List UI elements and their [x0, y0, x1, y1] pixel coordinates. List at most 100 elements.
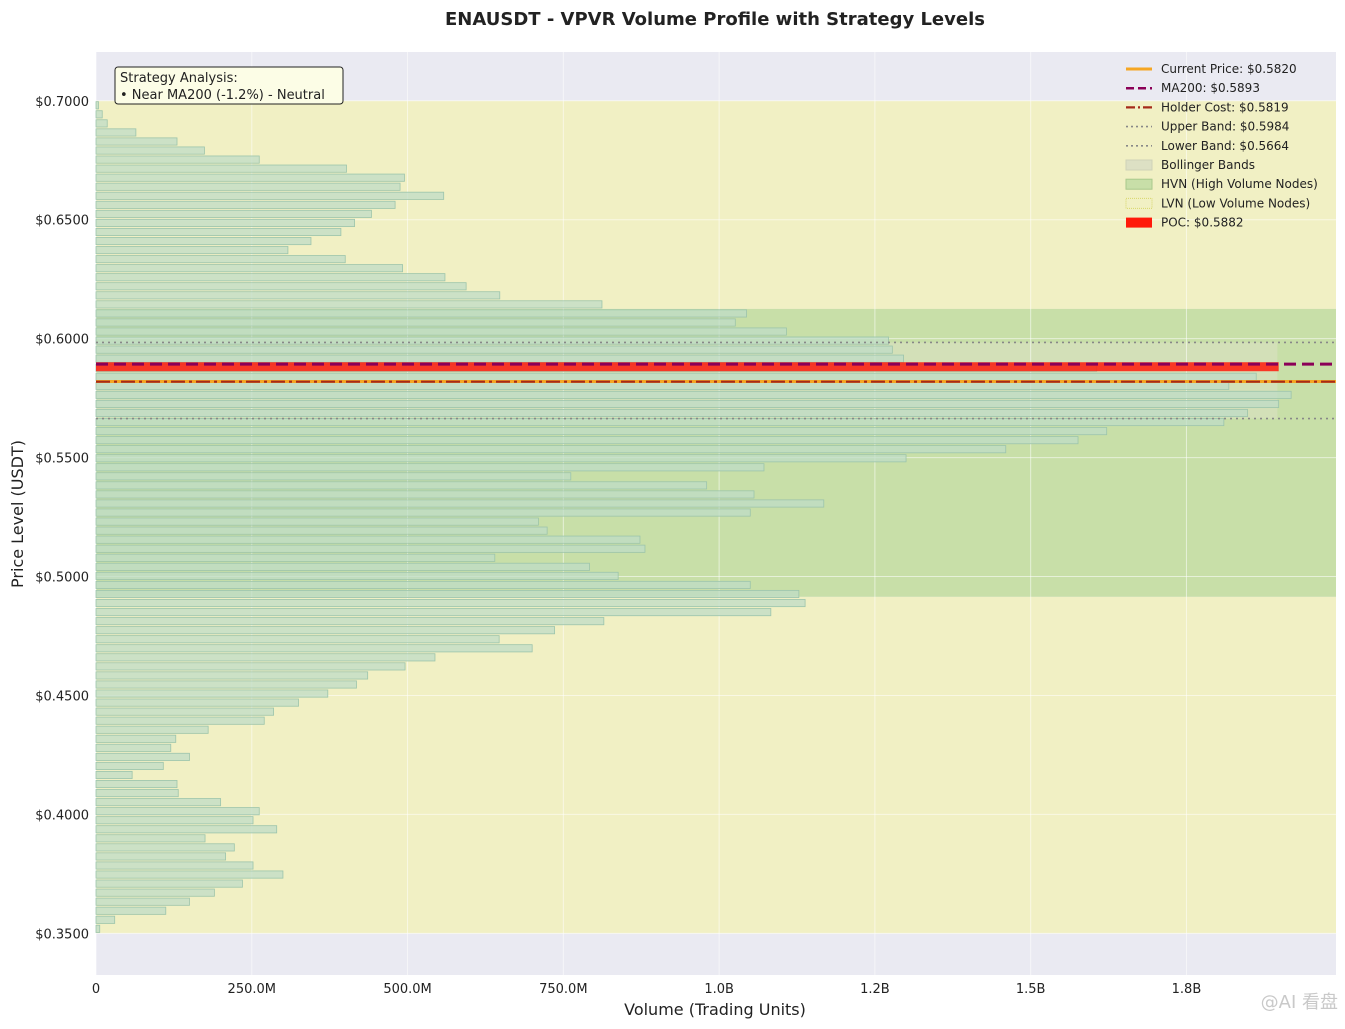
volume-bar — [95, 182, 401, 191]
volume-bar — [95, 816, 254, 825]
x-tick-label: 1.8B — [1172, 982, 1202, 997]
volume-bar — [95, 155, 260, 164]
volume-bar — [95, 327, 787, 336]
legend-swatch-hvn — [1125, 178, 1153, 190]
legend-swatch-bollinger — [1125, 159, 1153, 171]
volume-bar — [95, 861, 254, 870]
x-tick-label: 250.0M — [228, 982, 276, 997]
volume-bar — [95, 264, 403, 273]
volume-bar — [95, 164, 347, 173]
volume-bar — [95, 427, 1108, 436]
volume-bar — [95, 798, 222, 807]
x-tick-label: 500.0M — [383, 982, 431, 997]
y-tick-label: $0.4500 — [35, 689, 89, 704]
volume-bar — [95, 553, 496, 562]
volume-bar — [95, 119, 108, 128]
legend-label: Upper Band: $0.5984 — [1161, 120, 1289, 134]
strategy-annotation: Strategy Analysis: • Near MA200 (-1.2%) … — [114, 66, 344, 105]
volume-bar — [95, 589, 800, 599]
volume-bar — [95, 345, 893, 354]
annotation-box — [114, 66, 344, 105]
annotation-detail: • Near MA200 (-1.2%) - Neutral — [120, 88, 325, 103]
volume-bar — [95, 780, 178, 789]
volume-bar — [95, 852, 227, 861]
volume-bar — [95, 888, 215, 897]
volume-bar — [95, 436, 1079, 445]
y-tick-label: $0.5000 — [35, 571, 89, 586]
volume-bar — [95, 300, 603, 309]
volume-bar — [95, 191, 445, 200]
legend-label: Lower Band: $0.5664 — [1161, 139, 1289, 153]
legend-label: HVN (High Volume Nodes) — [1161, 177, 1318, 191]
volume-bar — [95, 354, 904, 363]
volume-bar — [95, 137, 178, 146]
volume-bar — [95, 924, 101, 933]
x-tick-label: 1.0B — [704, 982, 734, 997]
y-tick-label: $0.3500 — [35, 927, 89, 942]
volume-bar — [95, 662, 406, 671]
legend-swatch-lvn — [1125, 197, 1153, 209]
volume-bar — [95, 689, 329, 698]
y-axis-ticks: $0.3500 $0.4000 $0.4500 $0.5000 $0.5500 $0.60… — [35, 95, 89, 943]
volume-bar — [95, 716, 265, 725]
volume-bar — [95, 399, 1280, 408]
legend: Current Price: $0.5820 MA200: $0.5893 Hold… — [1125, 62, 1318, 230]
volume-bar — [95, 807, 260, 816]
x-tick-label: 1.5B — [1016, 982, 1046, 997]
y-tick-label: $0.6500 — [35, 214, 89, 229]
volume-bar — [95, 599, 806, 608]
volume-bar — [95, 752, 190, 761]
volume-bar — [95, 227, 342, 237]
volume-bar — [95, 562, 590, 571]
volume-bar — [95, 336, 890, 345]
volume-bar — [95, 246, 289, 255]
volume-bar — [95, 653, 436, 662]
volume-bar — [95, 101, 99, 110]
volume-bar — [95, 128, 137, 137]
volume-bar — [95, 743, 172, 752]
volume-bar — [95, 472, 572, 481]
volume-bar — [95, 318, 736, 327]
y-axis-label: Price Level (USDT) — [8, 440, 27, 588]
volume-bar — [95, 490, 755, 499]
volume-bar — [95, 309, 747, 318]
x-tick-label: 750.0M — [539, 982, 587, 997]
poc-bar — [96, 362, 1279, 372]
volume-bar — [95, 825, 278, 834]
volume-bar — [95, 282, 467, 291]
y-tick-label: $0.6000 — [35, 333, 89, 348]
volume-bar — [95, 454, 907, 463]
annotation-title: Strategy Analysis: — [120, 71, 238, 86]
volume-bar — [95, 291, 501, 300]
legend-swatch-poc — [1126, 217, 1152, 228]
x-tick-label: 0 — [92, 982, 100, 997]
x-axis-label: Volume (Trading Units) — [624, 1000, 806, 1019]
volume-bar — [95, 173, 405, 182]
volume-bar — [95, 499, 825, 508]
volume-bar — [95, 544, 646, 553]
volume-bar — [95, 580, 751, 589]
volume-bar — [95, 608, 772, 617]
volume-bar — [95, 508, 751, 517]
legend-label: POC: $0.5882 — [1161, 216, 1244, 230]
volume-bar — [95, 390, 1292, 399]
volume-bar — [95, 789, 179, 798]
volume-bar — [95, 273, 446, 282]
volume-bar — [95, 870, 284, 879]
volume-bars — [95, 101, 1292, 933]
volume-bar — [95, 897, 190, 906]
volume-bar — [95, 626, 556, 635]
volume-bar — [95, 110, 103, 119]
volume-bar — [95, 725, 209, 734]
level-lines — [96, 341, 1336, 420]
volume-bar — [95, 571, 619, 580]
volume-bar — [95, 463, 765, 472]
volume-bar — [95, 843, 235, 852]
x-tick-label: 1.2B — [860, 982, 890, 997]
volume-bar — [95, 635, 500, 644]
volume-bar — [95, 906, 167, 915]
watermark: @AI 看盘 — [1261, 992, 1338, 1013]
x-axis-ticks: 0 250.0M 500.0M 750.0M 1.0B 1.2B 1.5B 1.8B — [92, 982, 1201, 997]
volume-bar — [95, 255, 346, 264]
